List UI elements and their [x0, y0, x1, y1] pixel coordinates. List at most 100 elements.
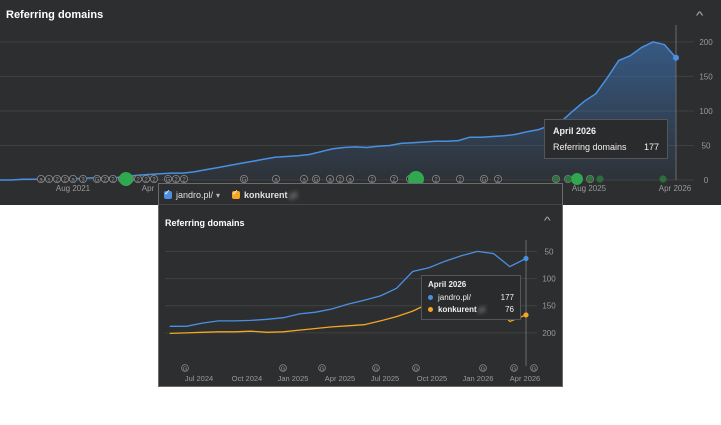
- y-tick-label: 50: [545, 247, 554, 256]
- checkbox-series-2[interactable]: [232, 188, 241, 199]
- x-tick-label: Jul 2025: [371, 374, 399, 383]
- chart-tooltip: April 2026 Referring domains 177: [544, 119, 668, 159]
- event-marker: [101, 174, 110, 183]
- data-point: [652, 41, 654, 43]
- event-marker: [311, 174, 320, 183]
- data-point: [354, 146, 356, 148]
- event-marker-label: a: [39, 178, 43, 184]
- data-point: [423, 141, 425, 143]
- series-1-dot: [428, 295, 433, 300]
- event-marker-green: [596, 175, 604, 183]
- event-marker: [479, 364, 487, 372]
- panel-title: Referring domains: [6, 9, 104, 21]
- data-point: [205, 169, 207, 171]
- data-point: [91, 177, 93, 179]
- event-marker: [163, 174, 172, 183]
- event-marker: [279, 364, 287, 372]
- data-point: [526, 131, 528, 133]
- data-point: [282, 331, 284, 333]
- data-point: [217, 166, 219, 169]
- collapse-chevron-icon[interactable]: ^: [695, 10, 704, 22]
- event-marker-green: [552, 175, 560, 183]
- event-marker: [141, 174, 150, 183]
- data-point: [663, 44, 666, 46]
- data-point: [388, 144, 391, 147]
- data-point: [537, 128, 540, 131]
- data-point: [366, 146, 368, 149]
- y-tick-label: 0: [704, 176, 709, 185]
- data-point: [250, 319, 252, 321]
- x-tick-label: Apr 2026: [659, 184, 692, 193]
- data-point: [363, 299, 365, 301]
- data-point: [320, 151, 322, 153]
- data-point: [148, 173, 150, 176]
- x-tick-label: Apr 2026: [510, 374, 540, 383]
- area-fill: [0, 41, 676, 181]
- data-point: [185, 325, 187, 327]
- event-marker: [109, 174, 118, 183]
- event-marker-label: 2: [55, 178, 59, 184]
- event-marker-label: G: [374, 366, 378, 372]
- divider: [159, 204, 562, 205]
- checkbox-series-1[interactable]: [164, 188, 172, 199]
- data-point: [194, 171, 196, 173]
- event-marker: [79, 174, 88, 183]
- y-tick-label: 50: [702, 141, 711, 150]
- x-tick-label: Jan 2025: [278, 374, 309, 383]
- event-marker-label: 2: [103, 178, 107, 184]
- x-tick-label: Oct 2024: [232, 374, 262, 383]
- event-marker-label: 2: [338, 178, 342, 184]
- data-point: [298, 313, 300, 315]
- event-marker-label: 2: [392, 178, 396, 184]
- collapse-chevron-icon[interactable]: ^: [544, 216, 551, 227]
- data-point: [396, 316, 398, 318]
- data-point: [363, 324, 365, 326]
- legend: jandro.pl/ ▾ konkurent .pl: [164, 188, 297, 200]
- tooltip-row-2-label: konkurent: [438, 305, 477, 314]
- tooltip-label: Referring domains: [553, 142, 627, 152]
- comparison-chart-panel: jandro.pl/ ▾ konkurent .pl Referring dom…: [158, 183, 563, 387]
- data-point: [240, 162, 242, 165]
- event-marker-label: G: [482, 178, 487, 184]
- x-tick-label: Aug 2021: [56, 184, 91, 193]
- main-chart-panel: Referring domains ^ 0 50 100 150 200 a s 2 2 a 3 G 2…: [0, 0, 721, 205]
- event-marker: [530, 364, 538, 372]
- event-marker: [479, 174, 488, 183]
- referring-domains-area-chart: 050100150200as22a3G22a2222G22GaaGa2a222G…: [0, 25, 713, 193]
- event-marker: [171, 174, 180, 183]
- event-marker-highlight: [571, 173, 583, 185]
- event-marker: [271, 174, 280, 183]
- data-point: [10, 179, 13, 181]
- event-marker-label: 2: [434, 178, 438, 184]
- data-point: [412, 310, 414, 312]
- data-point: [514, 133, 517, 136]
- hover-point-2: [523, 312, 529, 318]
- data-point: [169, 325, 171, 327]
- data-point: [444, 260, 446, 262]
- data-point: [266, 331, 268, 333]
- x-tick-label: Jan 2026: [463, 374, 494, 383]
- event-marker: [93, 174, 102, 183]
- data-point: [469, 136, 471, 138]
- data-point: [379, 295, 381, 297]
- dropdown-chevron-icon[interactable]: ▾: [216, 190, 221, 200]
- event-marker-green: [564, 175, 572, 183]
- event-marker-label: a: [302, 178, 306, 184]
- event-marker-label: 2: [63, 178, 67, 184]
- event-marker-label: a: [71, 178, 75, 184]
- data-point: [476, 250, 478, 252]
- data-point: [169, 332, 171, 334]
- data-point: [250, 330, 252, 332]
- data-point: [434, 140, 436, 142]
- event-marker-green: [586, 175, 594, 183]
- event-marker-label: G: [166, 178, 171, 184]
- data-point: [493, 253, 495, 255]
- data-point: [509, 320, 511, 322]
- data-point: [201, 331, 203, 333]
- event-marker: [69, 174, 78, 183]
- data-point: [446, 140, 448, 142]
- y-tick-label: 100: [542, 275, 556, 284]
- event-marker-label: G: [242, 178, 247, 184]
- x-tick-label: Apr 2025: [325, 374, 355, 383]
- data-point: [285, 155, 288, 158]
